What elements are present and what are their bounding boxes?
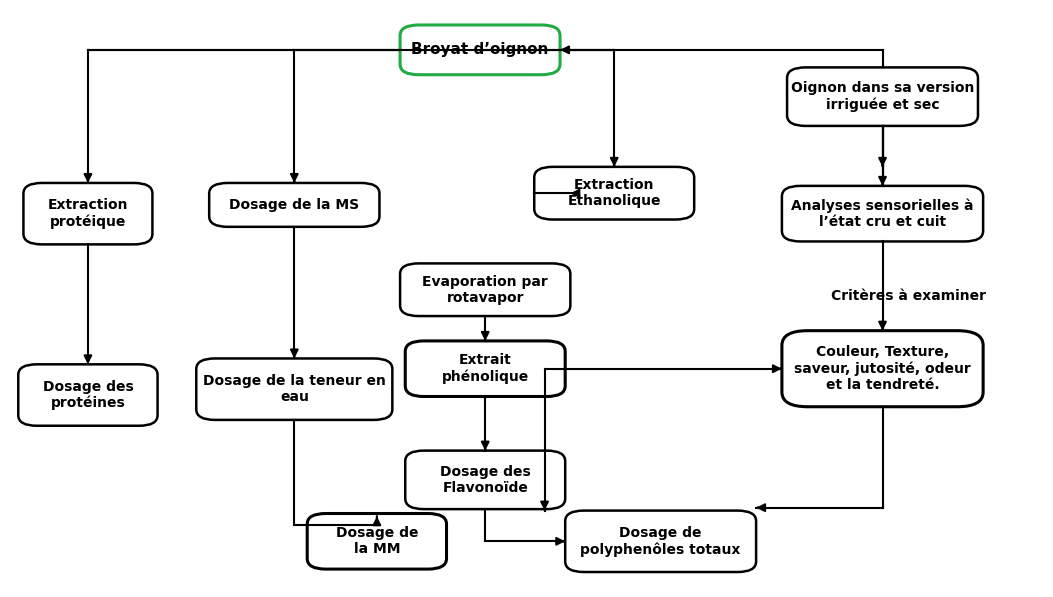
FancyBboxPatch shape — [400, 263, 571, 316]
Text: Dosage des
Flavonoïde: Dosage des Flavonoïde — [440, 465, 531, 495]
FancyBboxPatch shape — [18, 364, 158, 426]
FancyBboxPatch shape — [405, 341, 565, 396]
Text: Extrait
phénolique: Extrait phénolique — [441, 353, 529, 384]
FancyBboxPatch shape — [23, 183, 153, 244]
FancyBboxPatch shape — [565, 510, 756, 572]
Text: Dosage de
polyphenôles totaux: Dosage de polyphenôles totaux — [580, 526, 741, 556]
Text: Dosage de
la MM: Dosage de la MM — [336, 526, 418, 556]
FancyBboxPatch shape — [782, 331, 984, 407]
FancyBboxPatch shape — [210, 183, 379, 227]
Text: Extraction
protéique: Extraction protéique — [47, 198, 128, 229]
Text: Analyses sensorielles à
l’état cru et cuit: Analyses sensorielles à l’état cru et cu… — [791, 198, 974, 229]
Text: Couleur, Texture,
saveur, jutosité, odeur
et la tendreté.: Couleur, Texture, saveur, jutosité, odeu… — [794, 345, 971, 392]
FancyBboxPatch shape — [196, 358, 393, 420]
FancyBboxPatch shape — [405, 451, 565, 509]
Text: Critères à examiner: Critères à examiner — [831, 288, 986, 303]
Text: Oignon dans sa version
irriguée et sec: Oignon dans sa version irriguée et sec — [791, 81, 974, 112]
FancyBboxPatch shape — [782, 186, 984, 241]
FancyBboxPatch shape — [534, 167, 694, 220]
FancyBboxPatch shape — [307, 513, 446, 569]
FancyBboxPatch shape — [787, 67, 978, 126]
Text: Dosage de la MS: Dosage de la MS — [230, 198, 359, 212]
FancyBboxPatch shape — [400, 25, 560, 75]
Text: Evaporation par
rotavapor: Evaporation par rotavapor — [422, 275, 549, 305]
Text: Broyat d’oignon: Broyat d’oignon — [412, 42, 549, 57]
Text: Extraction
Ethanolique: Extraction Ethanolique — [568, 178, 661, 208]
Text: Dosage de la teneur en
eau: Dosage de la teneur en eau — [203, 374, 385, 404]
Text: Dosage des
protéines: Dosage des protéines — [42, 380, 134, 410]
